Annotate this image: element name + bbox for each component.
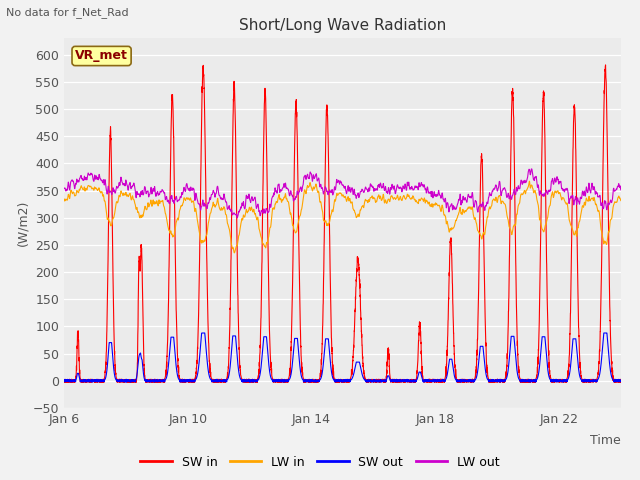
LW out — [83, 176, 90, 182]
LW in — [392, 196, 399, 202]
SW in — [392, 377, 399, 383]
LW in — [525, 178, 533, 184]
SW out — [160, 377, 168, 383]
SW out — [198, 330, 205, 336]
LW out — [160, 189, 168, 195]
Text: VR_met: VR_met — [75, 49, 128, 62]
SW in — [617, 376, 625, 382]
SW out — [163, 373, 171, 379]
Line: SW out: SW out — [64, 333, 621, 382]
LW out — [60, 185, 68, 191]
LW out — [528, 166, 536, 172]
SW out — [611, 378, 618, 384]
SW in — [611, 378, 618, 384]
LW in — [163, 218, 171, 224]
Line: LW in: LW in — [64, 181, 621, 253]
SW out — [305, 379, 313, 385]
SW out — [392, 378, 399, 384]
Legend: SW in, LW in, SW out, LW out: SW in, LW in, SW out, LW out — [136, 451, 504, 474]
SW out — [60, 378, 68, 384]
SW in — [602, 62, 609, 68]
SW in — [60, 378, 68, 384]
Y-axis label: (W/m2): (W/m2) — [17, 200, 30, 246]
SW in — [247, 378, 255, 384]
Text: No data for f_Net_Rad: No data for f_Net_Rad — [6, 7, 129, 18]
SW in — [372, 380, 380, 385]
Text: Time: Time — [590, 434, 621, 447]
LW in — [83, 187, 90, 192]
SW in — [83, 378, 90, 384]
LW in — [60, 198, 68, 204]
LW out — [611, 188, 618, 194]
SW out — [247, 378, 255, 384]
LW out — [163, 196, 171, 202]
LW in — [611, 199, 618, 204]
SW out — [83, 378, 90, 384]
Line: SW in: SW in — [64, 65, 621, 383]
SW out — [617, 379, 625, 384]
LW out — [392, 191, 399, 196]
LW out — [234, 215, 241, 221]
LW out — [247, 199, 255, 204]
LW in — [230, 250, 238, 256]
Line: LW out: LW out — [64, 169, 621, 218]
SW in — [160, 377, 168, 383]
LW out — [617, 187, 625, 193]
Title: Short/Long Wave Radiation: Short/Long Wave Radiation — [239, 18, 446, 33]
LW in — [617, 198, 625, 204]
SW in — [163, 353, 171, 359]
LW in — [247, 207, 255, 213]
LW in — [160, 203, 168, 209]
